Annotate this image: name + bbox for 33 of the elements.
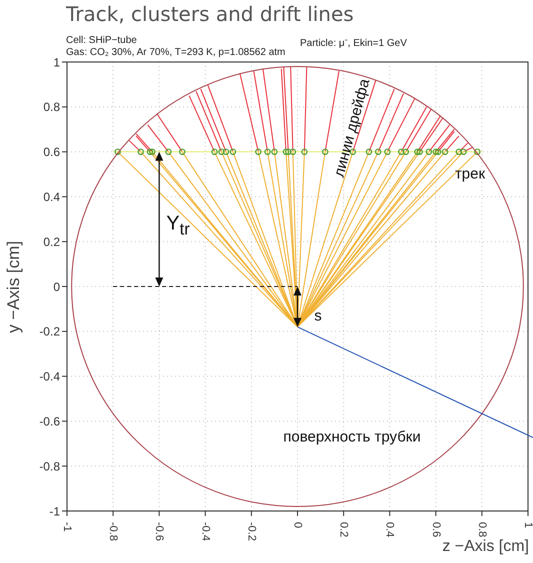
x-tick-label: -0.6	[153, 522, 166, 541]
x-tick-label: -0.8	[107, 522, 120, 541]
text: Particle: μ⁻, Ekin=1 GeV	[300, 37, 407, 49]
y-tick-label: -0.2	[39, 324, 60, 339]
y-tick-label: 0	[53, 280, 60, 294]
x-tick-label: 0.2	[338, 522, 350, 538]
y-tick-label: -0.4	[39, 370, 60, 384]
y-tick-label: -0.8	[39, 459, 60, 474]
y-tick-label: 0.6	[43, 145, 60, 160]
x-tick-label: 0.6	[430, 522, 442, 538]
x-tick-label: -0.2	[245, 522, 258, 541]
y-tick-label: 1	[53, 55, 60, 70]
text: Gas: CO₂ 30%, Ar 70%, T=293 K, p=1.08562 atm	[66, 47, 286, 58]
y-tick-label: -1	[49, 504, 60, 518]
annotation: Y$_{tr}$	[166, 212, 190, 240]
x-tick-label: 0.8	[476, 522, 488, 538]
x-axis-title: z −Axis [cm]	[442, 538, 529, 556]
chart-title: Track, clusters and drift lines	[66, 2, 354, 26]
y-tick-label: 0.8	[43, 100, 60, 114]
annotation: трек	[454, 166, 486, 182]
x-tick-label: 0	[292, 522, 304, 528]
x-tick-label: 1	[522, 522, 533, 528]
y-tick-label: 0.2	[43, 234, 60, 249]
x-tick-label: 0.4	[384, 522, 396, 538]
annotation: линии дрейфа	[330, 77, 374, 179]
y-tick-label: 0.4	[43, 190, 60, 204]
y-tick-label: -0.6	[39, 414, 60, 428]
x-tick-label: -1	[61, 522, 73, 532]
text: Cell: SHiP−tube	[66, 35, 137, 46]
y-axis-title: y −Axis [cm]	[4, 240, 24, 333]
annotation: поверхность трубки	[283, 428, 421, 446]
x-tick-label: -0.4	[199, 522, 212, 541]
annotation: s	[314, 308, 322, 324]
